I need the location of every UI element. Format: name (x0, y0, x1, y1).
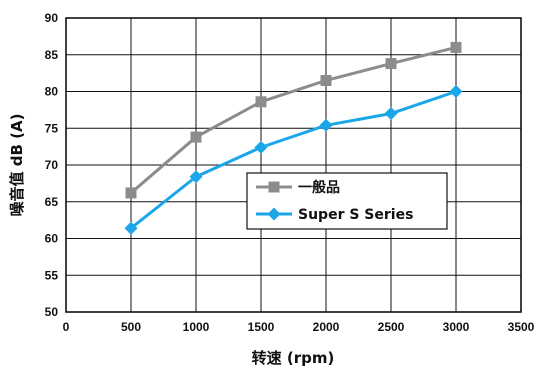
super-s-series-marker (319, 118, 333, 132)
legend-item-standard-product: 一般品 (256, 179, 340, 196)
x-tick-label: 3500 (508, 320, 535, 334)
x-tick-label: 500 (121, 320, 141, 334)
x-axis-title: 转速 (rpm) (252, 349, 335, 367)
x-tick-label: 2000 (313, 320, 340, 334)
grid-lines (65, 17, 522, 313)
y-tick-label: 75 (45, 121, 59, 135)
legend: 一般品 Super S Series (246, 172, 448, 230)
y-tick-label: 60 (45, 232, 59, 246)
x-tick-label: 0 (63, 320, 70, 334)
series-1 (125, 41, 462, 199)
legend-label: 一般品 (298, 179, 340, 196)
legend-box (246, 172, 448, 230)
y-tick-label: 70 (45, 158, 59, 172)
standard-product-marker (385, 58, 397, 70)
super-s-series-marker (254, 140, 268, 154)
super-s-series-line (130, 90, 457, 230)
x-tick-label: 1000 (183, 320, 210, 334)
y-tick-label: 80 (45, 85, 59, 99)
standard-product-line (130, 45, 457, 195)
super-s-series-marker (449, 85, 463, 98)
series-layer (124, 41, 463, 235)
y-tick-label: 55 (45, 268, 59, 282)
legend-marker (268, 181, 280, 193)
super-s-series-marker (189, 170, 203, 184)
series-2 (124, 85, 463, 235)
standard-product-marker (255, 96, 267, 108)
standard-product-marker (320, 74, 332, 86)
x-tick-label: 1500 (248, 320, 275, 334)
super-s-series-marker (384, 107, 398, 121)
legend-item-super-s-series: Super S Series (256, 207, 413, 223)
y-tick-label: 90 (45, 11, 59, 25)
x-tick-label: 2500 (378, 320, 405, 334)
y-tick-label: 50 (45, 305, 59, 319)
standard-product-marker (190, 131, 202, 143)
legend-label: Super S Series (298, 207, 413, 223)
standard-product-marker (450, 41, 462, 53)
y-axis-tick-labels: 50 55 60 65 70 75 80 85 90 (45, 11, 59, 319)
y-axis-title: 噪音值 dB (A) (8, 114, 26, 217)
y-tick-label: 65 (45, 195, 59, 209)
x-axis-tick-labels: 0 500 1000 1500 2000 2500 3000 3500 (63, 320, 535, 334)
y-tick-label: 85 (45, 48, 59, 62)
standard-product-marker (125, 187, 137, 199)
legend-marker (267, 207, 281, 221)
plot-area-frame (65, 17, 522, 313)
super-s-series-marker (124, 221, 138, 235)
x-tick-label: 3000 (443, 320, 470, 334)
